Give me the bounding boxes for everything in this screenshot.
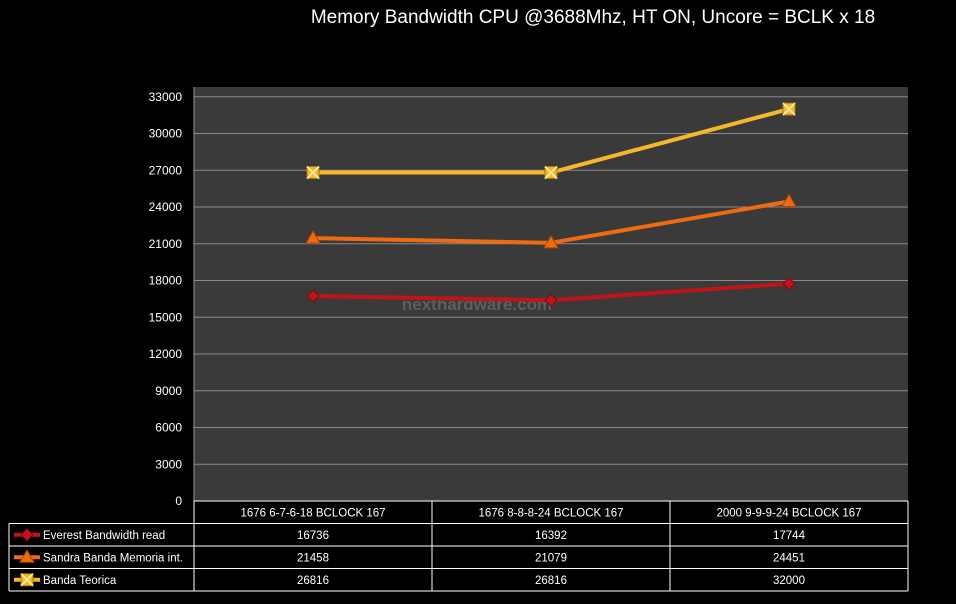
series-lines: [305, 102, 797, 307]
y-tick-label: 0: [175, 494, 182, 508]
data-label: 26816: [297, 575, 329, 587]
y-tick-label: 30000: [149, 127, 183, 141]
series-name: Sandra Banda Memoria int.: [43, 552, 183, 564]
data-point: [544, 293, 558, 307]
y-tick-label: 15000: [149, 310, 183, 324]
data-point: [19, 549, 35, 563]
category-label: 2000 9-9-9-24 BCLOCK 167: [716, 507, 861, 519]
y-axis: 0 3000 6000 9000 12000 15000 18000 21000 24000 27…: [149, 87, 195, 508]
data-label: 24451: [773, 552, 805, 564]
y-tick-label: 6000: [155, 421, 182, 435]
data-label: 16392: [535, 530, 567, 542]
data-point: [306, 289, 320, 303]
y-tick-label: 12000: [149, 347, 183, 361]
y-tick-label: 33000: [149, 90, 183, 104]
category-label: 1676 8-8-8-24 BCLOCK 167: [478, 507, 623, 519]
data-label: 26816: [535, 575, 567, 587]
data-point-x: [782, 102, 796, 116]
y-tick-label: 24000: [149, 200, 183, 214]
series-name: Banda Teorica: [43, 575, 117, 587]
y-tick-label: 18000: [149, 274, 183, 288]
data-point: [543, 234, 559, 249]
chart-title: Memory Bandwidth CPU @3688Mhz, HT ON, Un…: [311, 7, 875, 28]
data-table: 1676 6-7-6-18 BCLOCK 167 1676 8-8-8-24 BC…: [8, 500, 909, 592]
data-label: 21079: [535, 552, 567, 564]
data-label: 21458: [297, 552, 329, 564]
data-point-x: [306, 166, 320, 180]
y-tick-label: 3000: [155, 457, 182, 471]
data-label: 17744: [773, 530, 806, 542]
data-point-x: [20, 573, 34, 587]
data-point: [781, 193, 797, 208]
y-tick-label: 27000: [149, 163, 183, 177]
data-label: 32000: [773, 575, 805, 587]
category-label: 1676 6-7-6-18 BCLOCK 167: [240, 507, 385, 519]
data-label: 16736: [297, 530, 329, 542]
data-point: [782, 276, 796, 291]
data-point: [305, 230, 321, 244]
series-name: Everest Bandwidth read: [43, 530, 165, 542]
y-tick-label: 9000: [155, 384, 182, 398]
y-tick-label: 21000: [149, 237, 183, 251]
data-point: [20, 528, 34, 542]
data-point-x: [544, 166, 558, 180]
